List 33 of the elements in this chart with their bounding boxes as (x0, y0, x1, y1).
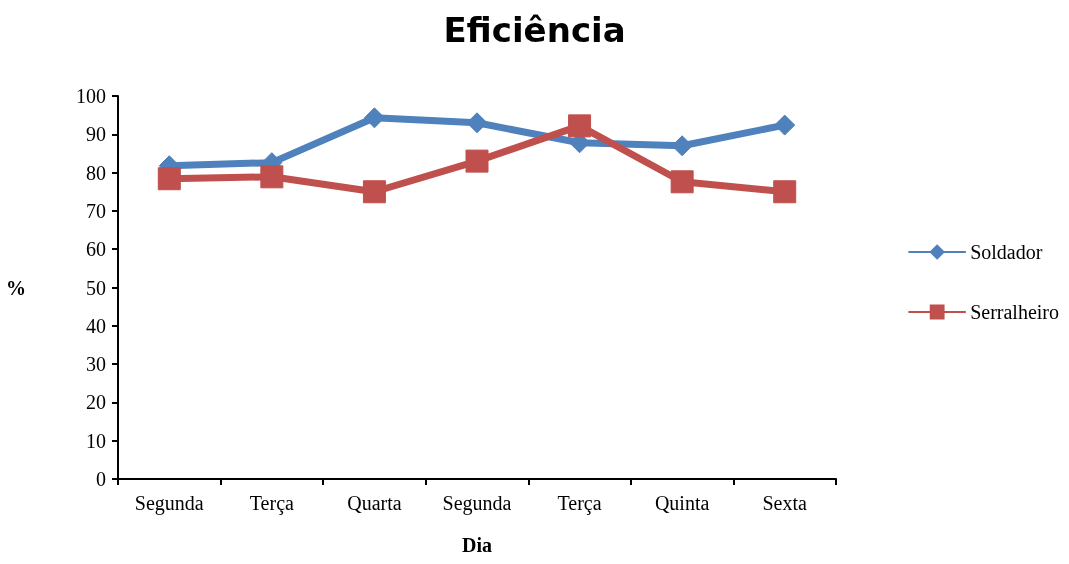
y-tick-label: 50 (86, 276, 106, 299)
y-tick-label: 10 (86, 429, 106, 452)
y-tick-label: 70 (86, 199, 106, 222)
point (465, 149, 489, 173)
x-tick-label: Terça (557, 492, 602, 515)
point (773, 180, 797, 204)
point (774, 114, 796, 136)
y-tick-label: 100 (76, 85, 106, 107)
x-tick-label: Segunda (134, 492, 204, 515)
y-tick-label: 60 (86, 238, 106, 261)
point (362, 180, 386, 204)
chart-title: Eficiência (443, 10, 626, 50)
x-tick-label: Terça (249, 492, 295, 515)
point (670, 170, 694, 194)
x-tick-label: Sexta (762, 492, 808, 514)
y-tick-label: 30 (86, 353, 106, 376)
y-tick-label: 90 (86, 123, 106, 146)
legend-label: Soldador (970, 241, 1043, 263)
point (466, 112, 488, 134)
y-tick-label: 40 (86, 314, 106, 337)
x-tick-label: Quinta (654, 492, 710, 514)
y-tick-label: 0 (96, 468, 106, 490)
y-tick-label: 80 (86, 161, 106, 184)
x-axis-title: Dia (462, 534, 492, 556)
point (568, 114, 592, 138)
point (157, 167, 181, 191)
y-axis-title: % (6, 276, 26, 299)
x-tick-label: Segunda (442, 492, 512, 515)
x-tick-label: Quarta (347, 492, 402, 514)
y-tick-label: 20 (86, 391, 106, 414)
point (363, 107, 385, 129)
point (260, 165, 284, 189)
legend-label: Serralheiro (970, 301, 1060, 323)
